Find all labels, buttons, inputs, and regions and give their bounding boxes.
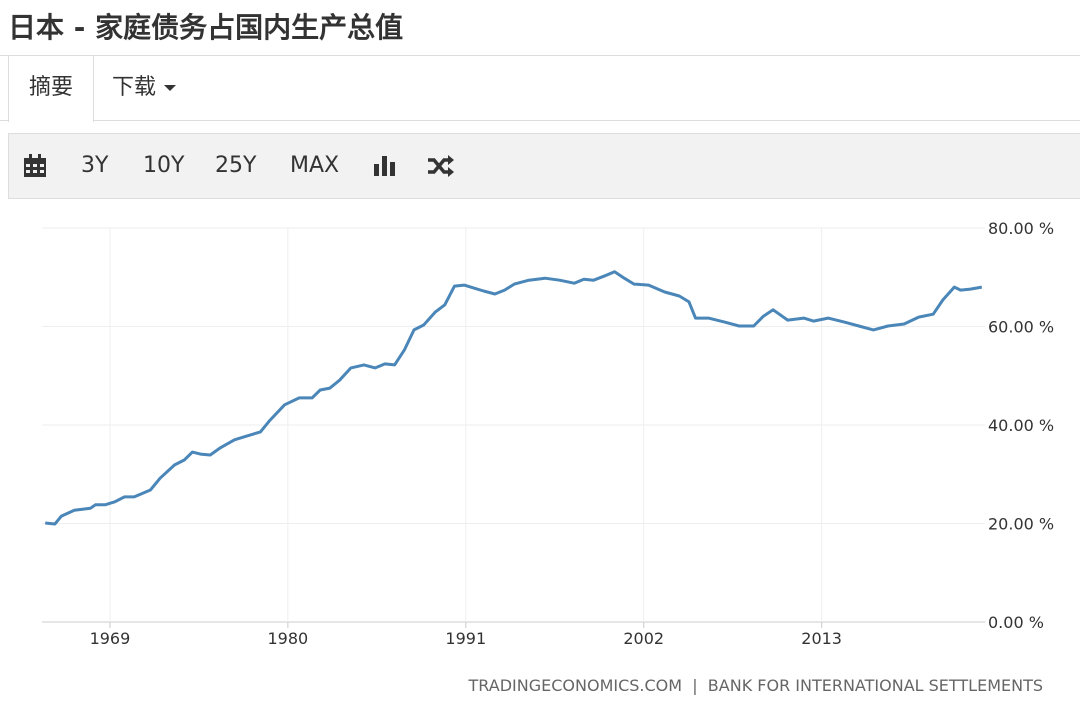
range-3y[interactable]: 3Y: [81, 153, 109, 178]
y-tick-label: 20.00 %: [988, 515, 1054, 534]
tab-label: 下载: [112, 75, 157, 100]
y-tick-label: 0.00 %: [988, 613, 1044, 632]
x-tick-label: 2013: [801, 629, 842, 648]
range-max[interactable]: MAX: [290, 153, 340, 178]
page-title: 日本 - 家庭债务占国内生产总值: [8, 11, 404, 44]
x-tick-label: 2002: [623, 629, 664, 648]
tab-label: 摘要: [29, 75, 74, 100]
x-tick-label: 1969: [90, 629, 131, 648]
source-label: TRADINGECONOMICS.COM | BANK FOR INTERNAT…: [468, 676, 1043, 695]
x-tick-label: 1980: [267, 629, 308, 648]
range-10y[interactable]: 10Y: [143, 153, 185, 178]
tab-download[interactable]: 下载: [92, 56, 196, 120]
tab-bar: 摘要 下载: [0, 55, 1080, 122]
calendar-icon[interactable]: [23, 154, 47, 178]
y-tick-label: 40.00 %: [988, 416, 1054, 435]
bar-chart-icon[interactable]: [373, 154, 397, 178]
data-line: [45, 270, 983, 526]
range-25y[interactable]: 25Y: [215, 153, 257, 178]
shuffle-icon[interactable]: [427, 154, 455, 178]
x-tick-label: 1991: [445, 629, 486, 648]
toolbar: 3Y 10Y 25Y MAX: [8, 133, 1080, 199]
tab-summary[interactable]: 摘要: [8, 56, 95, 122]
chart: 0.00 % 20.00 % 40.00 % 60.00 % 80.00 % 1969 19…: [42, 219, 1054, 695]
caret: [164, 85, 177, 91]
y-tick-label: 80.00 %: [988, 219, 1054, 238]
y-tick-label: 60.00 %: [988, 318, 1054, 337]
